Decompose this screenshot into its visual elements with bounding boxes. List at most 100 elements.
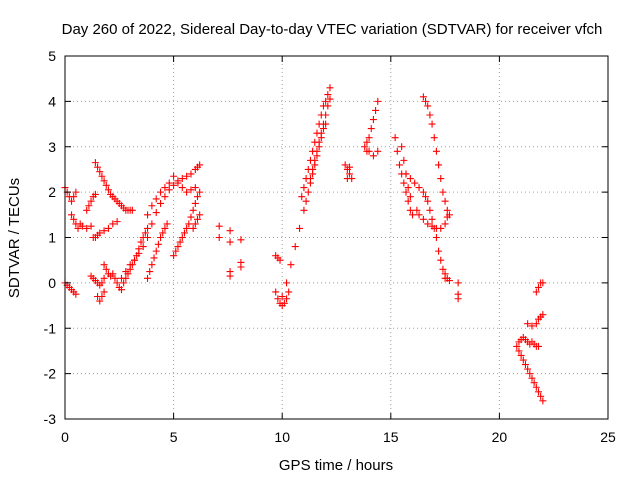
- data-point: [196, 211, 204, 219]
- data-point: [367, 125, 375, 133]
- data-point: [424, 197, 432, 205]
- data-point: [68, 197, 76, 205]
- data-point: [98, 292, 106, 300]
- data-point: [402, 188, 410, 196]
- x-tick-label: 10: [274, 429, 290, 445]
- data-point: [374, 147, 382, 155]
- data-point: [152, 209, 160, 217]
- data-point: [445, 277, 453, 285]
- series-arc-23: [441, 270, 462, 303]
- data-point: [183, 172, 191, 180]
- grid: [65, 56, 608, 419]
- data-point: [102, 181, 110, 189]
- data-point: [404, 197, 412, 205]
- data-point: [532, 288, 540, 296]
- data-point: [161, 184, 169, 192]
- data-point: [96, 297, 104, 305]
- data-point: [372, 106, 380, 114]
- data-point: [148, 220, 156, 228]
- data-point: [346, 163, 354, 171]
- data-point: [298, 193, 306, 201]
- data-point: [170, 252, 178, 260]
- series-arc-25: [515, 333, 542, 350]
- data-point: [178, 184, 186, 192]
- y-tick-label: -3: [44, 411, 57, 427]
- data-point: [534, 388, 542, 396]
- data-point: [415, 211, 423, 219]
- data-point: [146, 268, 154, 276]
- data-point: [400, 179, 408, 187]
- data-point: [398, 143, 406, 151]
- data-point: [111, 274, 119, 282]
- data-point: [322, 97, 330, 105]
- data-point: [68, 211, 76, 219]
- data-point: [183, 224, 191, 232]
- series-arc-6: [100, 224, 152, 294]
- data-point: [539, 311, 547, 319]
- data-point: [117, 286, 125, 294]
- data-point: [428, 222, 436, 230]
- data-point: [432, 147, 440, 155]
- data-point: [152, 247, 160, 255]
- data-point: [324, 91, 332, 99]
- data-point: [104, 224, 112, 232]
- data-point: [215, 234, 223, 241]
- series-arc-9: [144, 220, 171, 282]
- series-arc-14: [278, 120, 330, 300]
- data-point: [524, 365, 532, 373]
- x-tick-label: 25: [600, 429, 616, 445]
- x-tick-labels: 0 5 10 15 20 25: [61, 429, 616, 445]
- data-point: [137, 238, 145, 246]
- data-point: [539, 279, 547, 287]
- data-point: [319, 120, 327, 128]
- y-axis-title: SDTVAR / TECUs: [6, 178, 23, 298]
- data-point: [343, 175, 351, 183]
- series-arc-18: [361, 97, 382, 160]
- x-tick-label: 5: [170, 429, 178, 445]
- data-point: [196, 188, 204, 196]
- y-tick-label: 1: [48, 230, 56, 246]
- y-tick-label: -1: [44, 320, 57, 336]
- data-point: [441, 270, 449, 278]
- data-point: [521, 361, 529, 369]
- data-point: [139, 243, 147, 251]
- data-point: [287, 261, 295, 269]
- data-point: [176, 238, 184, 246]
- data-point: [104, 186, 112, 194]
- data-point: [109, 270, 117, 278]
- data-point: [102, 265, 110, 273]
- data-point: [439, 265, 447, 273]
- data-point: [435, 247, 443, 255]
- data-point: [526, 370, 534, 378]
- data-point: [189, 206, 197, 214]
- data-point: [437, 256, 445, 264]
- series-arc-26: [524, 311, 547, 330]
- data-point: [215, 222, 223, 230]
- data-point: [363, 138, 371, 146]
- data-point: [534, 283, 542, 291]
- data-point: [131, 256, 139, 264]
- series-arc-2: [61, 279, 80, 298]
- data-point: [98, 172, 106, 180]
- series-arc-22: [413, 206, 451, 232]
- data-point: [304, 188, 312, 196]
- chart-title: Day 260 of 2022, Sidereal Day-to-day VTE…: [62, 21, 603, 38]
- data-point: [391, 134, 399, 142]
- data-point: [426, 206, 434, 214]
- data-point: [315, 138, 323, 146]
- series-arc-11: [189, 211, 204, 232]
- series-arc-7: [117, 161, 204, 282]
- data-point: [237, 263, 245, 271]
- data-point: [393, 147, 401, 155]
- data-point: [148, 202, 156, 210]
- data-point: [272, 288, 280, 296]
- data-point: [144, 211, 152, 219]
- data-point: [534, 342, 542, 350]
- series-arc-12: [215, 222, 245, 280]
- data-point: [346, 170, 354, 178]
- data-point: [519, 356, 527, 364]
- data-point: [122, 268, 130, 276]
- data-point: [191, 199, 199, 207]
- series-arc-21: [419, 93, 453, 219]
